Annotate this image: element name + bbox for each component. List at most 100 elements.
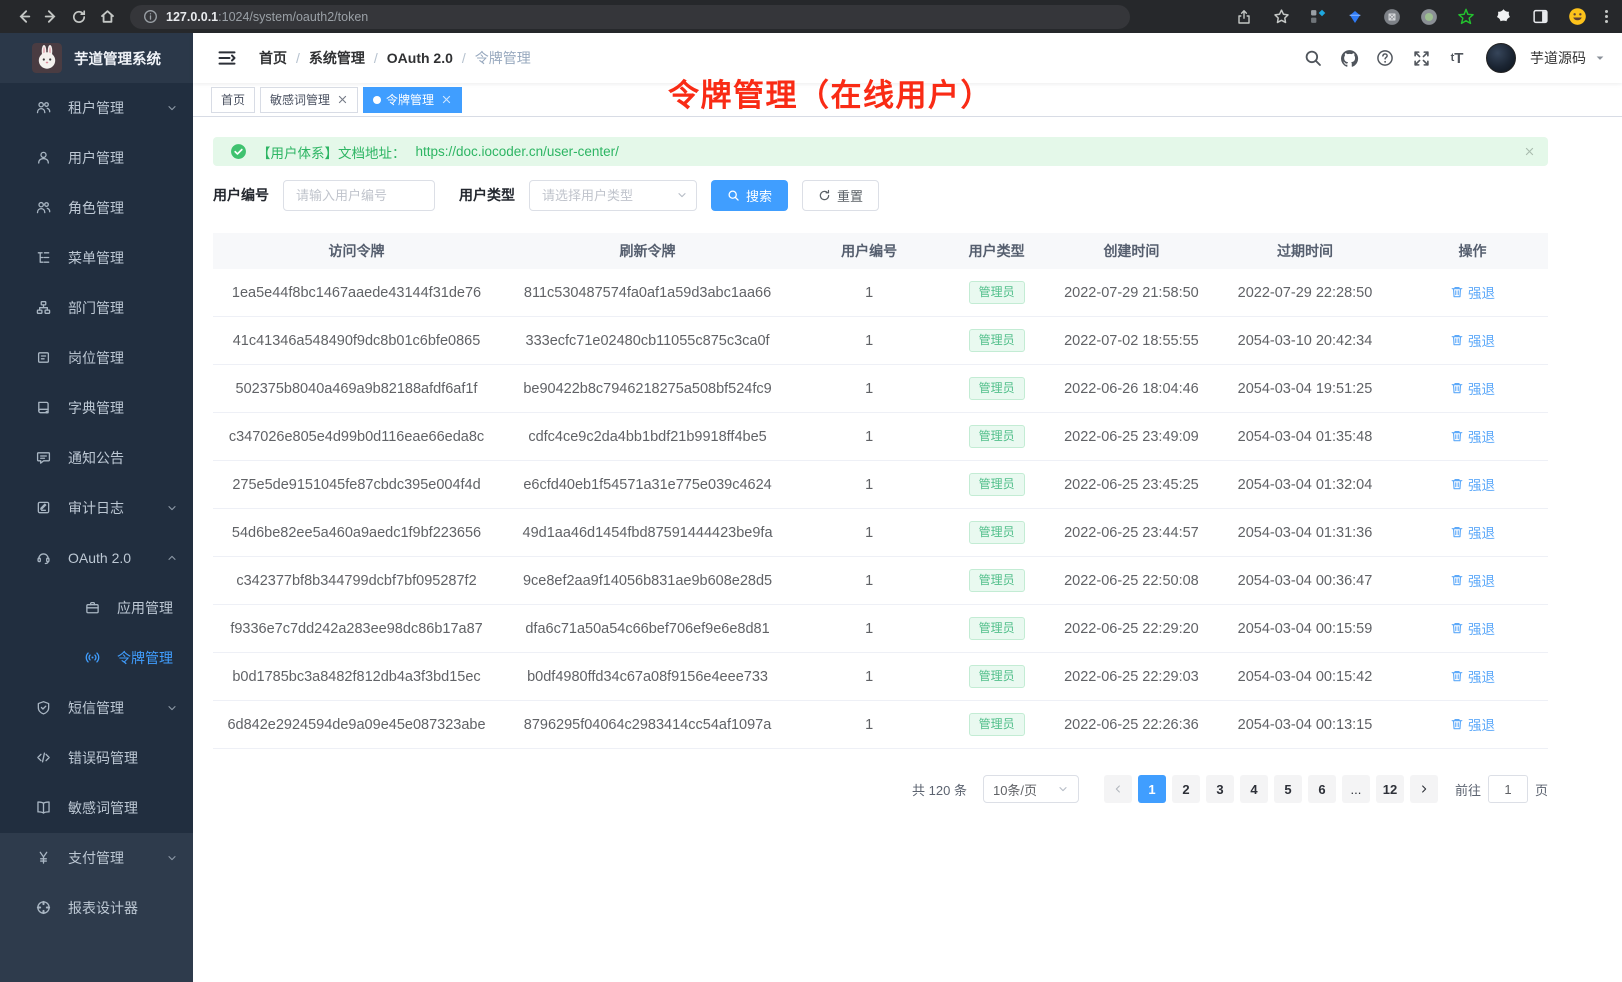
pay-yen-icon	[36, 850, 53, 867]
expire-time-cell: 2054-03-04 00:15:59	[1237, 620, 1373, 637]
user-type-select[interactable]	[529, 179, 697, 211]
tab-敏感词管理[interactable]: 敏感词管理	[260, 86, 359, 113]
sidebar-collapse-icon[interactable]	[209, 40, 245, 76]
page-size-select[interactable]: 10条/页	[982, 775, 1079, 803]
sidebar-item-通知公告[interactable]: 通知公告	[0, 433, 193, 483]
force-logout-button[interactable]: 强退	[1450, 426, 1495, 446]
sidebar-item-label: 角色管理	[68, 200, 124, 216]
reset-button[interactable]: 重置	[802, 179, 880, 211]
force-logout-button[interactable]: 强退	[1450, 330, 1495, 350]
force-logout-button[interactable]: 强退	[1450, 618, 1495, 638]
doc-alert: 【用户体系】文档地址： https://doc.iocoder.cn/user-…	[213, 137, 1548, 166]
page-button-12[interactable]: 12	[1375, 775, 1404, 803]
create-time-cell: 2022-06-25 22:29:03	[1064, 668, 1199, 685]
sidebar-item-短信管理[interactable]: 短信管理	[0, 683, 193, 733]
bookmark-star-icon[interactable]	[1268, 5, 1294, 29]
force-logout-button[interactable]: 强退	[1450, 474, 1495, 494]
home-icon[interactable]	[94, 5, 120, 29]
username[interactable]: 芋道源码	[1530, 50, 1586, 66]
user-id-cell: 1	[865, 524, 874, 541]
caret-down-icon[interactable]	[1594, 52, 1606, 64]
sidebar-item-字典管理[interactable]: 字典管理	[0, 383, 193, 433]
green-star-extension-icon[interactable]	[1453, 5, 1479, 29]
sidebar-item-OAuth 2.0[interactable]: OAuth 2.0	[0, 533, 193, 583]
doc-link[interactable]: https://doc.iocoder.cn/user-center/	[415, 144, 619, 159]
page-button-2[interactable]: 2	[1171, 775, 1200, 803]
sidebar-item-支付管理[interactable]: 支付管理	[0, 833, 193, 883]
user-id-input[interactable]	[283, 179, 435, 211]
jump-page-input[interactable]	[1487, 775, 1528, 803]
table-row: b0d1785bc3a8482f812db4a3f3bd15ec b0df498…	[213, 653, 1548, 701]
alert-close-icon[interactable]	[1524, 146, 1535, 157]
tab-close-icon[interactable]	[441, 94, 452, 105]
chevron-down-icon	[166, 702, 178, 714]
breadcrumb-item[interactable]: 系统管理	[308, 50, 365, 66]
share-icon[interactable]	[1231, 5, 1257, 29]
sidebar-item-部门管理[interactable]: 部门管理	[0, 283, 193, 333]
expire-time-cell: 2022-07-29 22:28:50	[1237, 284, 1373, 301]
sidebar-item-审计日志[interactable]: 审计日志	[0, 483, 193, 533]
tab-label: 首页	[221, 93, 246, 107]
sidebar-item-菜单管理[interactable]: 菜单管理	[0, 233, 193, 283]
address-bar[interactable]: 127.0.0.1:1024/system/oauth2/token	[130, 4, 1130, 29]
force-logout-button[interactable]: 强退	[1450, 522, 1495, 542]
tab-close-icon[interactable]	[337, 94, 348, 105]
column-header-创建时间: 创建时间	[1103, 243, 1160, 259]
page-button-4[interactable]: 4	[1239, 775, 1268, 803]
reload-icon[interactable]	[66, 5, 92, 29]
next-page-button[interactable]	[1409, 775, 1438, 803]
search-icon	[727, 189, 740, 202]
search-button[interactable]: 搜索	[711, 179, 789, 211]
force-logout-button[interactable]: 强退	[1450, 282, 1495, 302]
sidebar-item-租户管理[interactable]: 租户管理	[0, 83, 193, 133]
forward-icon[interactable]	[38, 5, 64, 29]
breadcrumb-separator: /	[296, 50, 300, 66]
app-logo[interactable]: 芋道管理系统	[0, 33, 193, 83]
force-logout-button[interactable]: 强退	[1450, 570, 1495, 590]
expire-time-cell: 2054-03-04 00:36:47	[1237, 572, 1373, 589]
gray-circle-extension-icon[interactable]	[1379, 5, 1405, 29]
clover-extension-icon[interactable]	[1490, 5, 1516, 29]
sidebar-item-角色管理[interactable]: 角色管理	[0, 183, 193, 233]
page-button-3[interactable]: 3	[1205, 775, 1234, 803]
page-button-6[interactable]: 6	[1307, 775, 1336, 803]
url-text[interactable]: 127.0.0.1:1024/system/oauth2/token	[166, 9, 369, 24]
sidebar-item-错误码管理[interactable]: 错误码管理	[0, 733, 193, 783]
breadcrumb-item[interactable]: OAuth 2.0	[386, 50, 453, 66]
breadcrumb-separator: /	[461, 50, 466, 66]
sidebar-item-报表设计器[interactable]: 报表设计器	[0, 883, 193, 933]
sidebar-item-应用管理[interactable]: 应用管理	[0, 583, 193, 633]
oauth-headset-icon	[36, 550, 53, 567]
browser-menu-icon[interactable]	[1601, 10, 1612, 23]
sidebar-item-用户管理[interactable]: 用户管理	[0, 133, 193, 183]
page-button-5[interactable]: 5	[1273, 775, 1302, 803]
breadcrumb-item[interactable]: 首页	[259, 50, 287, 66]
force-logout-button[interactable]: 强退	[1450, 378, 1495, 398]
record-circle-extension-icon[interactable]	[1416, 5, 1442, 29]
tab-令牌管理[interactable]: 令牌管理	[363, 86, 463, 113]
help-icon[interactable]	[1370, 41, 1400, 75]
alert-text: 【用户体系】文档地址：	[257, 145, 406, 161]
reading-list-icon[interactable]	[1527, 5, 1553, 29]
extension-grid-icon[interactable]	[1305, 5, 1331, 29]
sidebar-item-敏感词管理[interactable]: 敏感词管理	[0, 783, 193, 833]
prev-page-button[interactable]	[1103, 775, 1132, 803]
ellipsis-pages[interactable]: ...	[1341, 775, 1370, 803]
gem-extension-icon[interactable]	[1342, 5, 1368, 29]
avatar[interactable]	[1486, 43, 1516, 73]
fullscreen-icon[interactable]	[1406, 41, 1436, 75]
profile-emoji-icon[interactable]	[1564, 5, 1590, 29]
page-button-1[interactable]: 1	[1137, 775, 1166, 803]
github-icon[interactable]	[1334, 41, 1364, 75]
back-icon[interactable]	[10, 5, 36, 29]
sidebar-item-岗位管理[interactable]: 岗位管理	[0, 333, 193, 383]
force-logout-button[interactable]: 强退	[1450, 714, 1495, 734]
sidebar-item-令牌管理[interactable]: 令牌管理	[0, 633, 193, 683]
site-info-icon[interactable]	[142, 5, 158, 29]
force-logout-button[interactable]: 强退	[1450, 666, 1495, 686]
user-type-tag: 管理员	[968, 521, 1025, 544]
tab-首页[interactable]: 首页	[211, 86, 256, 113]
user-type-select-input[interactable]	[529, 179, 697, 211]
search-icon[interactable]	[1298, 41, 1328, 75]
